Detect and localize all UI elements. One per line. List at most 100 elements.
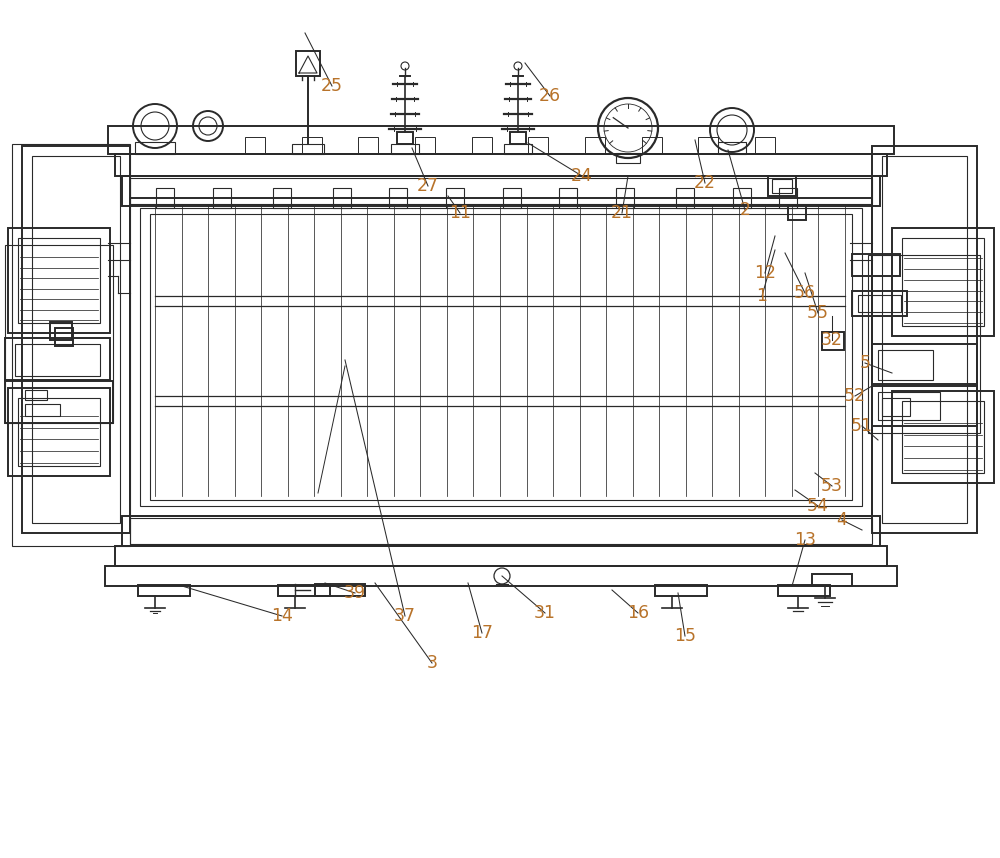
- Bar: [882, 156, 967, 523]
- Text: 4: 4: [837, 511, 847, 529]
- Bar: [8, 388, 110, 476]
- Bar: [472, 137, 492, 153]
- Bar: [5, 381, 113, 423]
- Bar: [273, 188, 291, 208]
- Bar: [902, 238, 984, 326]
- Bar: [718, 142, 746, 154]
- Bar: [902, 401, 984, 473]
- Bar: [882, 398, 910, 416]
- Bar: [852, 291, 907, 316]
- Bar: [245, 137, 265, 153]
- Text: 55: 55: [807, 304, 829, 322]
- Text: 15: 15: [674, 627, 696, 645]
- Bar: [616, 153, 640, 163]
- Bar: [872, 344, 977, 386]
- Text: 25: 25: [321, 77, 343, 95]
- Bar: [655, 585, 707, 596]
- Bar: [25, 404, 60, 416]
- Bar: [122, 176, 880, 206]
- Text: 24: 24: [571, 167, 593, 185]
- Bar: [18, 238, 100, 323]
- Bar: [150, 214, 852, 500]
- Bar: [115, 546, 887, 566]
- Text: 54: 54: [807, 497, 829, 515]
- Text: 22: 22: [694, 174, 716, 192]
- Bar: [822, 332, 844, 350]
- Bar: [22, 146, 130, 533]
- Bar: [778, 585, 830, 596]
- Bar: [510, 132, 526, 144]
- Text: 56: 56: [794, 284, 816, 302]
- Bar: [50, 322, 72, 340]
- Bar: [389, 188, 407, 208]
- Bar: [278, 585, 330, 596]
- Text: 12: 12: [754, 264, 776, 282]
- Bar: [213, 188, 231, 208]
- Bar: [772, 179, 792, 193]
- Text: 16: 16: [627, 604, 649, 622]
- Bar: [559, 188, 577, 208]
- Text: 32: 32: [821, 331, 843, 349]
- Text: 11: 11: [449, 204, 471, 222]
- Bar: [788, 205, 806, 220]
- Bar: [18, 398, 100, 466]
- Text: 53: 53: [821, 477, 843, 495]
- Bar: [585, 137, 605, 153]
- Text: 26: 26: [539, 87, 561, 105]
- Bar: [858, 295, 901, 312]
- Text: 17: 17: [471, 624, 493, 642]
- Text: 51: 51: [851, 417, 873, 435]
- Text: 14: 14: [271, 607, 293, 625]
- Bar: [504, 144, 532, 154]
- Bar: [642, 137, 662, 153]
- Bar: [872, 146, 977, 533]
- Bar: [503, 188, 521, 208]
- Bar: [397, 132, 413, 144]
- Bar: [130, 178, 872, 204]
- Bar: [892, 391, 994, 483]
- Text: 1: 1: [757, 287, 768, 305]
- Bar: [292, 144, 324, 154]
- Bar: [302, 137, 322, 153]
- Text: 3: 3: [426, 654, 438, 672]
- Bar: [130, 518, 872, 544]
- Bar: [105, 566, 897, 586]
- Bar: [5, 245, 113, 423]
- Bar: [415, 137, 435, 153]
- Bar: [140, 208, 862, 506]
- Bar: [446, 188, 464, 208]
- Bar: [130, 198, 872, 516]
- Bar: [878, 392, 940, 420]
- Bar: [115, 154, 887, 176]
- Bar: [779, 188, 797, 208]
- Bar: [768, 176, 796, 196]
- Bar: [8, 228, 110, 333]
- Bar: [812, 574, 852, 586]
- Bar: [616, 188, 634, 208]
- Bar: [676, 188, 694, 208]
- Bar: [135, 142, 175, 154]
- Bar: [872, 384, 977, 426]
- Bar: [296, 51, 320, 76]
- Bar: [25, 390, 47, 400]
- Text: 2: 2: [740, 201, 750, 219]
- Bar: [852, 254, 900, 276]
- Text: 13: 13: [794, 531, 816, 549]
- Bar: [12, 144, 130, 546]
- Bar: [868, 255, 980, 433]
- Bar: [156, 188, 174, 208]
- Bar: [15, 344, 100, 376]
- Text: 37: 37: [394, 607, 416, 625]
- Bar: [892, 228, 994, 336]
- Bar: [733, 188, 751, 208]
- Bar: [315, 584, 365, 596]
- Text: 21: 21: [611, 204, 633, 222]
- Bar: [698, 137, 718, 153]
- Bar: [755, 137, 775, 153]
- Text: 52: 52: [844, 387, 866, 405]
- Bar: [138, 585, 190, 596]
- Text: 31: 31: [534, 604, 556, 622]
- Bar: [528, 137, 548, 153]
- Bar: [122, 516, 880, 546]
- Bar: [108, 126, 894, 154]
